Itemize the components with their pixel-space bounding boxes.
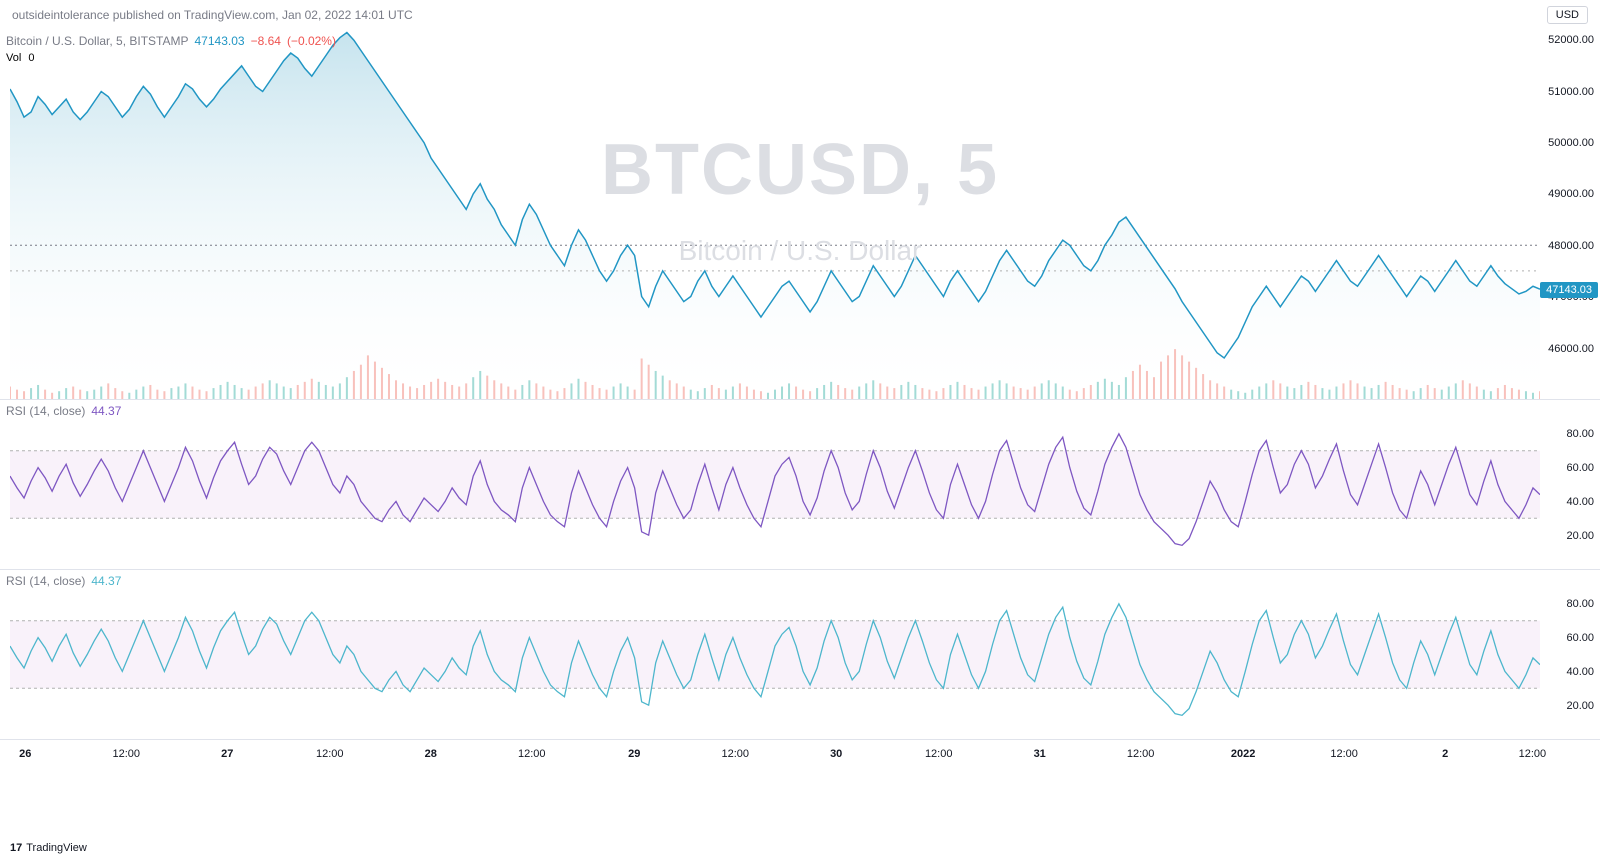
volume-legend: Vol 0 [6,52,34,64]
rsi2-legend: RSI (14, close) 44.37 [6,574,121,588]
y-tick-label: 80.00 [1566,598,1594,610]
x-tick-label: 12:00 [1519,748,1547,760]
publisher-text: outsideintolerance published on TradingV… [12,8,413,22]
y-tick-label: 52000.00 [1548,34,1594,46]
y-tick-label: 46000.00 [1548,343,1594,355]
rsi1-label: RSI (14, close) [6,404,85,418]
y-tick-label: 20.00 [1566,530,1594,542]
main-chart-body [10,30,1540,399]
x-tick-label: 26 [19,748,31,760]
rsi1-body [10,400,1540,569]
pair-name: Bitcoin / U.S. Dollar, 5, BITSTAMP [6,34,189,48]
change-value: −8.64 [251,34,281,48]
y-tick-label: 20.00 [1566,700,1594,712]
main-chart-svg [10,30,1540,399]
main-legend: Bitcoin / U.S. Dollar, 5, BITSTAMP 47143… [6,34,336,48]
main-y-axis: 52000.00 51000.00 50000.00 49000.00 48000.00… [1540,30,1600,399]
tradingview-text: TradingView [26,842,87,854]
y-tick-label: 49000.00 [1548,188,1594,200]
rsi1-y-axis: 80.00 60.00 40.00 20.00 [1540,400,1600,569]
vol-value: 0 [28,52,34,64]
rsi2-svg [10,570,1540,739]
x-tick-label: 12:00 [518,748,546,760]
y-tick-label: 40.00 [1566,666,1594,678]
rsi-chart-1[interactable]: RSI (14, close) 44.37 80.00 60.00 40.00 20.… [0,400,1600,570]
tradingview-logo-icon: 17 [10,842,22,854]
y-tick-label: 51000.00 [1548,86,1594,98]
price-marker: 47143.03 [1540,282,1598,298]
x-tick-label: 31 [1034,748,1046,760]
y-tick-label: 80.00 [1566,428,1594,440]
rsi2-label: RSI (14, close) [6,574,85,588]
x-tick-label: 12:00 [721,748,749,760]
x-tick-label: 27 [221,748,233,760]
x-tick-label: 2022 [1231,748,1255,760]
x-tick-label: 12:00 [925,748,953,760]
x-tick-label: 12:00 [113,748,141,760]
x-tick-label: 28 [425,748,437,760]
x-tick-label: 2 [1442,748,1448,760]
vol-label: Vol [6,52,21,64]
x-tick-label: 12:00 [316,748,344,760]
rsi-chart-2[interactable]: RSI (14, close) 44.37 80.00 60.00 40.00 20.… [0,570,1600,740]
last-price: 47143.03 [195,34,245,48]
rsi2-value: 44.37 [91,574,121,588]
header-bar: outsideintolerance published on TradingV… [0,0,1600,30]
change-pct: (−0.02%) [287,34,336,48]
rsi1-legend: RSI (14, close) 44.37 [6,404,121,418]
y-tick-label: 50000.00 [1548,137,1594,149]
footer: 17 TradingView [10,842,87,854]
rsi1-value: 44.37 [91,404,121,418]
y-tick-label: 60.00 [1566,632,1594,644]
chart-container: Bitcoin / U.S. Dollar, 5, BITSTAMP 47143… [0,30,1600,770]
x-tick-label: 12:00 [1127,748,1155,760]
rsi2-body [10,570,1540,739]
rsi1-svg [10,400,1540,569]
main-price-chart[interactable]: Bitcoin / U.S. Dollar, 5, BITSTAMP 47143… [0,30,1600,400]
rsi2-y-axis: 80.00 60.00 40.00 20.00 [1540,570,1600,739]
x-tick-label: 12:00 [1330,748,1358,760]
currency-badge[interactable]: USD [1547,6,1588,24]
x-tick-label: 30 [830,748,842,760]
y-tick-label: 40.00 [1566,496,1594,508]
x-axis: 26 12:00 27 12:00 28 12:00 29 12:00 30 12:00 31 12:… [10,740,1540,770]
y-tick-label: 48000.00 [1548,240,1594,252]
y-tick-label: 60.00 [1566,462,1594,474]
x-tick-label: 29 [628,748,640,760]
